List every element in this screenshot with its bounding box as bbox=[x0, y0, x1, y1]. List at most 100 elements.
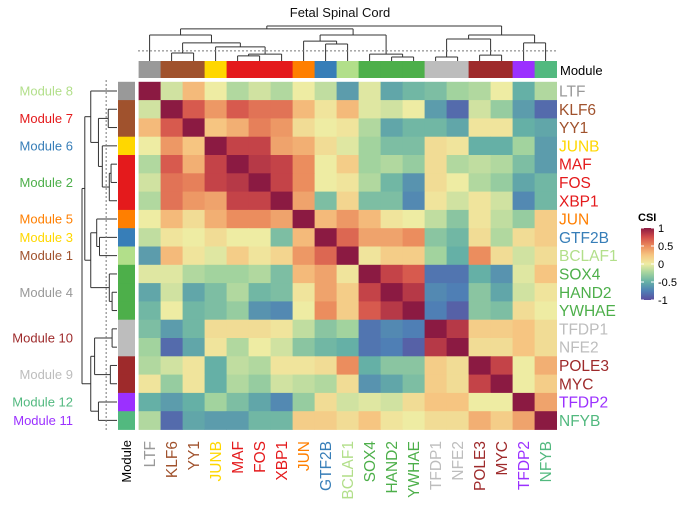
chart-title: Fetal Spinal Cord bbox=[290, 5, 390, 20]
heatmap-cell-SOX4-TFDP1 bbox=[424, 264, 447, 284]
heatmap-cell-BCLAF1-LTF bbox=[138, 246, 161, 266]
heatmap-cell-KLF6-YWHAE bbox=[402, 100, 425, 119]
heatmap-cell-SOX4-MYC bbox=[490, 264, 513, 284]
row-annotation-LTF bbox=[118, 81, 135, 101]
heatmap-cell-MAF-JUNB bbox=[204, 155, 227, 174]
heatmap-cell-NFE2-BCLAF1 bbox=[336, 338, 359, 357]
heatmap-cell-NFE2-JUN bbox=[292, 338, 315, 357]
heatmap-cell-NFYB-YWHAE bbox=[402, 411, 425, 430]
row-label-JUN: JUN bbox=[559, 212, 589, 229]
heatmap-cell-SOX4-GTF2B bbox=[314, 264, 337, 284]
heatmap-cell-BCLAF1-YWHAE bbox=[402, 246, 425, 266]
heatmap-cell-TFDP2-MAF bbox=[226, 392, 249, 412]
column-annotation-YY1 bbox=[182, 61, 205, 78]
heatmap-cell-NFE2-JUNB bbox=[204, 338, 227, 357]
heatmap-cell-JUNB-JUNB bbox=[204, 136, 227, 156]
heatmap-cell-JUN-XBP1 bbox=[270, 209, 293, 229]
heatmap-cell-JUNB-HAND2 bbox=[380, 136, 403, 156]
row-label-LTF: LTF bbox=[559, 83, 585, 100]
heatmap-cell-HAND2-LTF bbox=[138, 283, 161, 302]
heatmap-cell-FOS-YWHAE bbox=[402, 173, 425, 192]
heatmap-cell-HAND2-JUN bbox=[292, 283, 315, 302]
heatmap-cell-JUNB-TFDP1 bbox=[424, 136, 447, 156]
heatmap-cell-MAF-JUN bbox=[292, 155, 315, 174]
column-annotation-TFDP2 bbox=[512, 61, 535, 78]
heatmap-cell-TFDP1-HAND2 bbox=[380, 319, 403, 339]
column-label-MAF: MAF bbox=[230, 441, 247, 474]
heatmap-cell-GTF2B-MYC bbox=[490, 228, 513, 247]
heatmap-cell-XBP1-YY1 bbox=[182, 191, 205, 211]
heatmap-cell-KLF6-XBP1 bbox=[270, 100, 293, 119]
heatmap-cell-JUN-NFE2 bbox=[446, 209, 469, 229]
heatmap-cell-NFE2-LTF bbox=[138, 338, 161, 357]
column-label-YY1: YY1 bbox=[186, 441, 203, 470]
row-label-TFDP2: TFDP2 bbox=[559, 395, 608, 412]
column-label-BCLAF1: BCLAF1 bbox=[340, 441, 357, 500]
heatmap-cell-KLF6-JUN bbox=[292, 100, 315, 119]
heatmap-cell-POLE3-POLE3 bbox=[468, 356, 491, 375]
heatmap-cell-NFE2-MYC bbox=[490, 338, 513, 357]
heatmap-cell-XBP1-JUN bbox=[292, 191, 315, 211]
heatmap-cell-HAND2-HAND2 bbox=[380, 283, 403, 302]
heatmap-cell-LTF-XBP1 bbox=[270, 81, 293, 101]
heatmap-cell-YWHAE-XBP1 bbox=[270, 301, 293, 321]
heatmap-cell-MYC-POLE3 bbox=[468, 374, 491, 394]
heatmap-cell-LTF-NFE2 bbox=[446, 81, 469, 101]
heatmap-cell-JUNB-SOX4 bbox=[358, 136, 381, 156]
heatmap-cell-KLF6-NFE2 bbox=[446, 100, 469, 119]
heatmap-cell-YY1-FOS bbox=[248, 118, 271, 138]
heatmap-cell-YY1-NFYB bbox=[534, 118, 557, 138]
heatmap-cell-NFE2-KLF6 bbox=[160, 338, 183, 357]
heatmap-cell-JUN-TFDP1 bbox=[424, 209, 447, 229]
heatmap-cell-XBP1-JUNB bbox=[204, 191, 227, 211]
legend-tick-label: -0.5 bbox=[658, 277, 677, 289]
column-label-HAND2: HAND2 bbox=[384, 441, 401, 494]
heatmap-cell-MYC-NFYB bbox=[534, 374, 557, 394]
module-label: Module 7 bbox=[20, 111, 73, 126]
row-module-annotation bbox=[118, 81, 135, 430]
column-annotation-GTF2B bbox=[314, 61, 337, 78]
row-annotation-SOX4 bbox=[118, 264, 135, 284]
heatmap-cell-NFYB-NFE2 bbox=[446, 411, 469, 430]
heatmap-cell-YY1-MAF bbox=[226, 118, 249, 138]
top-annotation-label: Module bbox=[560, 63, 603, 78]
heatmap-cell-NFYB-JUNB bbox=[204, 411, 227, 430]
heatmap-cell-NFE2-GTF2B bbox=[314, 338, 337, 357]
heatmap-cell-SOX4-NFYB bbox=[534, 264, 557, 284]
row-annotation-XBP1 bbox=[118, 191, 135, 211]
heatmap-cell-POLE3-KLF6 bbox=[160, 356, 183, 375]
heatmap-cell-XBP1-SOX4 bbox=[358, 191, 381, 211]
heatmap-cell-POLE3-TFDP2 bbox=[512, 356, 535, 375]
heatmap-cell-HAND2-MAF bbox=[226, 283, 249, 302]
heatmap-cell-NFYB-GTF2B bbox=[314, 411, 337, 430]
column-annotation-NFE2 bbox=[446, 61, 469, 78]
heatmap-cell-JUN-GTF2B bbox=[314, 209, 337, 229]
heatmap-cell-TFDP2-YY1 bbox=[182, 392, 205, 412]
row-label-JUNB: JUNB bbox=[559, 138, 599, 155]
heatmap-cell-YY1-JUN bbox=[292, 118, 315, 138]
heatmap-cell-POLE3-FOS bbox=[248, 356, 271, 375]
heatmap-cell-SOX4-XBP1 bbox=[270, 264, 293, 284]
heatmap-cell-JUNB-MYC bbox=[490, 136, 513, 156]
heatmap-cell-MAF-GTF2B bbox=[314, 155, 337, 174]
column-label-TFDP1: TFDP1 bbox=[428, 441, 445, 490]
heatmap-cell-TFDP1-BCLAF1 bbox=[336, 319, 359, 339]
heatmap-cell-GTF2B-HAND2 bbox=[380, 228, 403, 247]
heatmap-cell-TFDP1-SOX4 bbox=[358, 319, 381, 339]
heatmap-cell-KLF6-GTF2B bbox=[314, 100, 337, 119]
heatmap-cell-XBP1-GTF2B bbox=[314, 191, 337, 211]
heatmap-cell-POLE3-XBP1 bbox=[270, 356, 293, 375]
row-annotation-YY1 bbox=[118, 118, 135, 138]
heatmap-cell-TFDP1-TFDP2 bbox=[512, 319, 535, 339]
heatmap-cell-TFDP2-TFDP2 bbox=[512, 392, 535, 412]
heatmap-cell-MYC-GTF2B bbox=[314, 374, 337, 394]
heatmap-cell-GTF2B-SOX4 bbox=[358, 228, 381, 247]
heatmap-cell-KLF6-TFDP2 bbox=[512, 100, 535, 119]
heatmap-cell-XBP1-HAND2 bbox=[380, 191, 403, 211]
heatmap-cell-POLE3-GTF2B bbox=[314, 356, 337, 375]
row-label-GTF2B: GTF2B bbox=[559, 230, 609, 247]
heatmap-cell-SOX4-NFE2 bbox=[446, 264, 469, 284]
heatmap-cell-MAF-BCLAF1 bbox=[336, 155, 359, 174]
heatmap-cell-TFDP2-JUN bbox=[292, 392, 315, 412]
row-annotation-JUNB bbox=[118, 136, 135, 156]
